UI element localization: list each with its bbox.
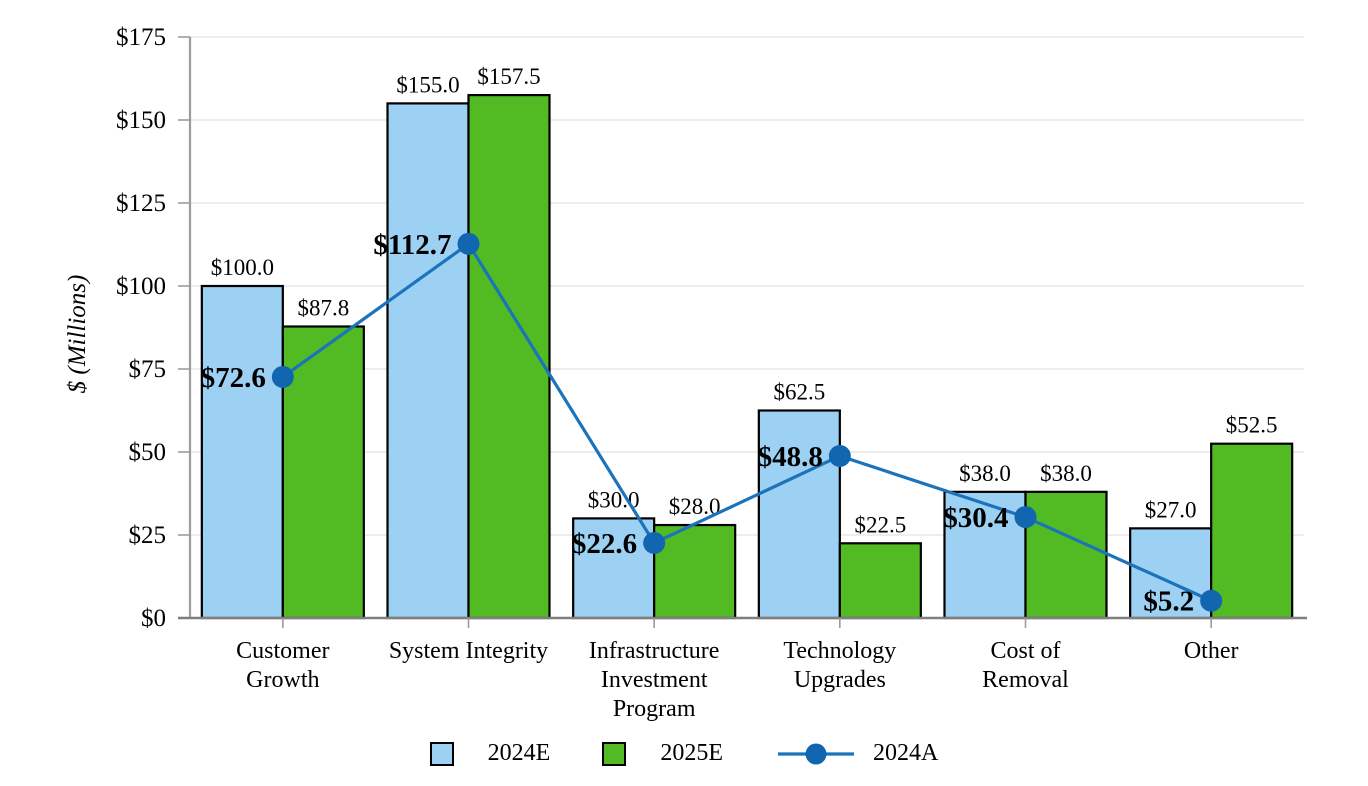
legend-swatch-2024e-icon [429,741,454,766]
y-tick-label: $125 [116,190,166,217]
legend: 2024E 2025E 2024A [0,740,1368,767]
legend-item-2024a: 2024A [775,740,938,767]
line-data-label: $5.2 [1143,586,1194,618]
category-label: System Integrity [389,638,548,664]
bar-2024e-5 [1129,527,1213,620]
bar-data-label: $100.0 [211,255,274,280]
category-label: Other [1184,638,1239,664]
bar-2025e-3 [838,542,922,620]
line-data-label: $22.6 [572,528,637,560]
category-label: Infrastructure Investment Program [589,638,720,722]
bar-2024e-1 [386,102,470,620]
legend-item-2025e: 2025E [602,740,723,767]
y-tick-label: $0 [141,605,166,632]
bar-data-label: $27.0 [1145,497,1197,522]
bar-data-label: $22.5 [854,512,906,537]
line-marker [1014,506,1037,529]
legend-label-2025e: 2025E [660,740,723,766]
line-data-label: $112.7 [373,229,451,261]
bar-2025e-0 [281,325,365,620]
bar-data-label: $38.0 [1040,461,1092,486]
bar-2024e-0 [200,284,284,620]
line-marker [643,531,666,554]
legend-label-2024e: 2024E [487,740,551,766]
bar-data-label: $62.5 [773,380,825,405]
legend-line-marker-icon [778,743,854,764]
bar-data-label: $157.5 [477,64,540,89]
legend-label-2024a: 2024A [873,740,939,766]
bar-data-label: $38.0 [959,461,1011,486]
bar-data-label: $52.5 [1226,413,1278,438]
line-marker [828,444,851,467]
legend-swatch-2025e-icon [602,741,627,766]
line-series-2024a [281,241,1212,603]
y-tick-label: $50 [129,439,167,466]
line-marker [1200,589,1223,612]
line-marker [457,232,480,255]
bar-2025e-5 [1210,442,1294,620]
y-tick-label: $150 [116,107,166,134]
bar-2025e-1 [467,93,551,620]
category-label: Cost of Removal [982,638,1069,693]
y-tick-label: $100 [116,273,166,300]
y-tick-label: $175 [116,24,166,51]
bar-2025e-4 [1024,490,1108,620]
line-data-label: $30.4 [943,502,1008,534]
y-tick-label: $25 [129,522,167,549]
category-label: Customer Growth [236,638,329,693]
bar-data-label: $87.8 [297,296,349,321]
bar-2024e-3 [757,409,841,620]
bar-line-chart: $0 $25 $50 $75 $100 $125 $150 $175 $100.0 $155.0 $… [116,24,1307,722]
bar-data-label: $155.0 [396,72,459,97]
line-data-label: $48.8 [758,441,823,473]
y-tick-label: $75 [129,356,167,383]
line-marker [271,365,294,388]
line-data-label: $72.6 [201,362,266,394]
category-label: Technology Upgrades [783,638,896,693]
legend-item-2024e: 2024E [429,740,551,767]
